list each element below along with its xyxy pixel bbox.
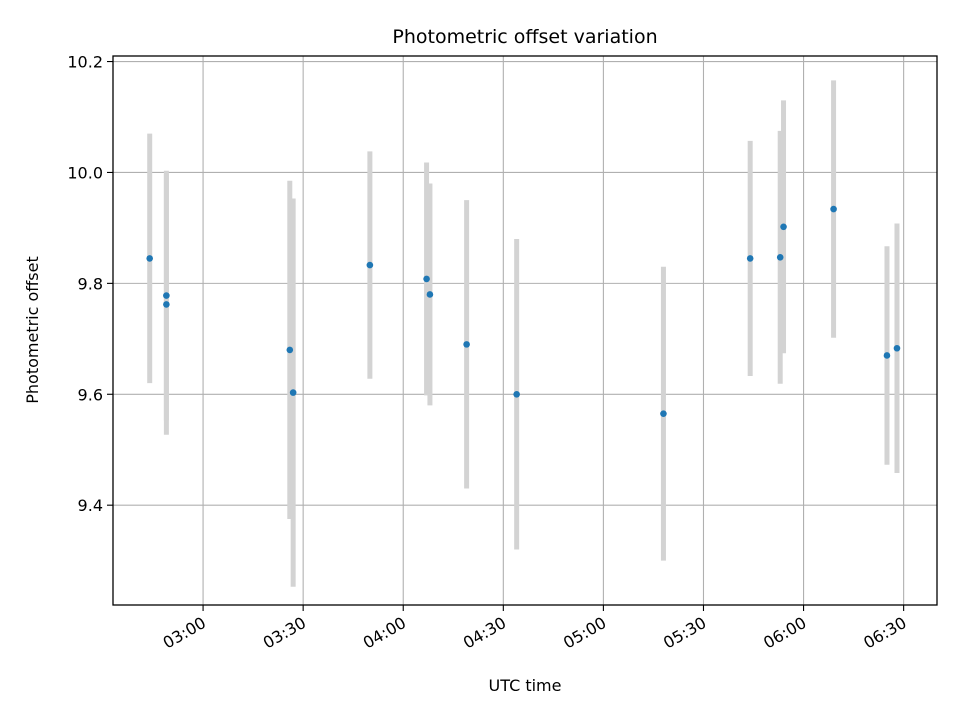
x-tick-label: 04:30 [460,613,509,653]
x-tick-label: 03:30 [260,613,309,653]
x-tick-label: 05:30 [660,613,709,653]
data-point [289,389,297,396]
error-bars [147,80,900,587]
data-point [780,223,787,231]
data-point [830,205,837,213]
data-point [366,261,374,269]
data-point [893,344,901,352]
x-tick-label: 05:00 [560,613,609,653]
data-point [746,255,754,262]
data-point [286,346,294,354]
data-point [776,253,784,261]
data-point [423,275,430,283]
y-axis-title: Photometric offset [23,256,42,404]
x-axis: 03:00 03:30 04:00 04:30 05:00 05:30 06:00 06:30 [160,605,910,653]
y-tick-label: 9.8 [78,274,103,293]
y-tick-label: 10.0 [67,163,103,182]
plot-frame [112,55,938,606]
x-tick-label: 06:30 [860,613,909,653]
data-point [463,341,470,348]
y-tick-label: 9.6 [78,385,103,404]
data-point [426,291,434,298]
data-point [163,301,170,308]
data-points [146,205,901,417]
x-tick-label: 06:00 [760,613,809,653]
chart-title: Photometric offset variation [392,26,657,48]
data-point [660,410,667,417]
y-tick-label: 10.2 [67,53,103,72]
data-point [883,352,891,359]
x-axis-title: UTC time [489,676,562,695]
data-point [146,255,153,262]
y-axis: 9.4 9.6 9.8 10.0 10.2 [67,53,113,515]
data-point [513,390,520,398]
x-tick-label: 03:00 [160,613,209,653]
x-tick-label: 04:00 [360,613,409,653]
data-point [163,292,170,299]
grid [113,56,937,605]
y-tick-label: 9.4 [78,496,103,515]
